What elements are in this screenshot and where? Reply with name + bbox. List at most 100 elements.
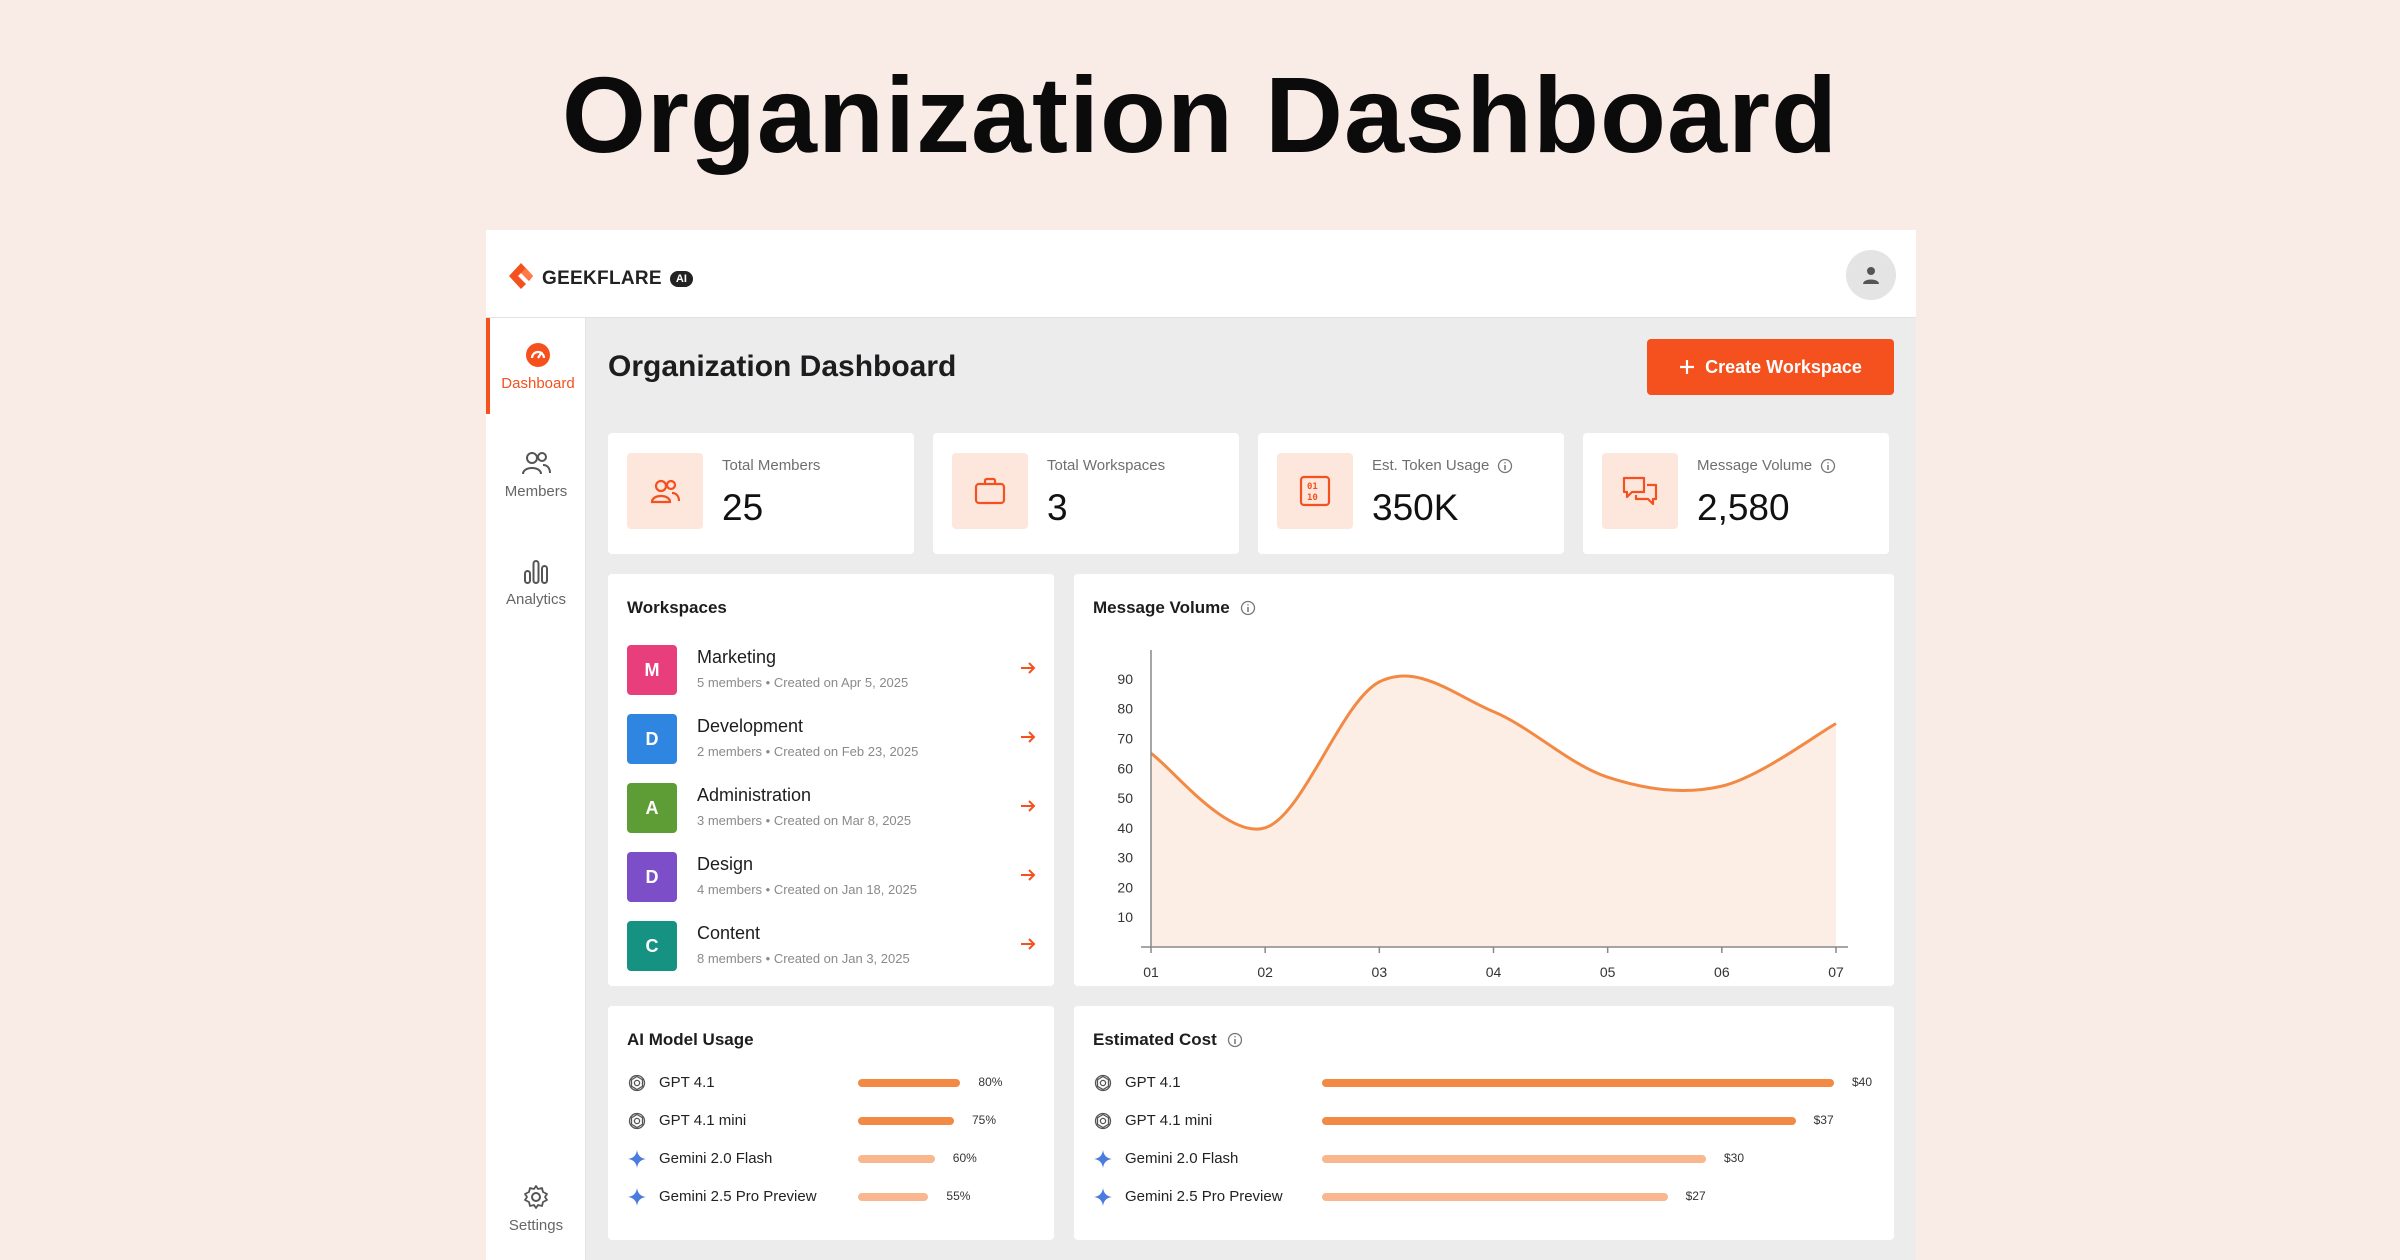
app-window: GEEKFLARE AI Dashboard [486, 230, 1916, 1260]
workspace-badge: D [627, 714, 677, 764]
x-tick-label: 04 [1486, 964, 1502, 980]
x-tick-label: 03 [1372, 964, 1388, 980]
info-icon[interactable] [1240, 600, 1256, 616]
workspace-badge: A [627, 783, 677, 833]
model-name: Gemini 2.5 Pro Preview [659, 1188, 817, 1205]
x-tick-label: 02 [1257, 964, 1273, 980]
workspace-item[interactable]: A Administration 3 members • Created on … [627, 783, 1037, 835]
stat-label: Message Volume [1697, 457, 1813, 474]
stat-card-members: Total Members 25 [608, 433, 914, 554]
workspace-name: Design [697, 854, 754, 874]
workspace-item[interactable]: D Design 4 members • Created on Jan 18, … [627, 852, 1037, 904]
workspace-badge: M [627, 645, 677, 695]
stat-value: 2,580 [1697, 487, 1790, 528]
openai-icon [628, 1112, 646, 1130]
user-avatar-button[interactable] [1846, 250, 1896, 300]
progress-bar [1322, 1079, 1834, 1087]
gemini-icon [628, 1188, 646, 1206]
panel-title: Estimated Cost [1093, 1030, 1217, 1049]
y-tick-label: 10 [1117, 909, 1133, 925]
workspace-members: 3 members [697, 813, 763, 828]
model-name: Gemini 2.0 Flash [659, 1150, 773, 1167]
y-tick-label: 50 [1117, 790, 1133, 806]
workspace-item[interactable]: D Development 2 members • Created on Feb… [627, 714, 1037, 766]
brand-badge: AI [669, 270, 693, 287]
sidebar-item-label: Analytics [505, 590, 567, 608]
sidebar-item-dashboard[interactable]: Dashboard [486, 318, 586, 414]
y-tick-label: 40 [1117, 820, 1133, 836]
usage-value: $40 [1852, 1075, 1873, 1089]
panel-title: AI Model Usage [627, 1030, 754, 1049]
info-icon[interactable] [1227, 1032, 1243, 1048]
usage-row: GPT 4.1 mini 75% [627, 1108, 1037, 1134]
brand-logo[interactable]: GEEKFLARE AI [506, 261, 693, 296]
model-name: GPT 4.1 [1125, 1074, 1181, 1091]
workspace-members: 2 members [697, 744, 763, 759]
workspace-members: 5 members [697, 675, 763, 690]
openai-icon [628, 1074, 646, 1092]
ai-model-usage-panel: AI Model Usage GPT 4.1 80% GPT 4.1 mini 75%… [608, 1006, 1054, 1240]
workspace-created: Created on Apr 5, 2025 [773, 675, 909, 690]
info-icon[interactable] [1497, 458, 1513, 474]
workspaces-panel: Workspaces M Marketing 5 members • Creat… [608, 574, 1054, 986]
progress-bar [1322, 1193, 1834, 1201]
arrow-right-icon[interactable] [1019, 659, 1037, 677]
gear-icon [524, 1184, 548, 1209]
arrow-right-icon[interactable] [1019, 797, 1037, 815]
gemini-icon [1094, 1188, 1112, 1206]
top-bar: GEEKFLARE AI [486, 230, 1916, 318]
x-tick-label: 05 [1600, 964, 1616, 980]
hero-title: Organization Dashboard [561, 54, 1839, 175]
progress-fill [1322, 1155, 1706, 1163]
arrow-right-icon[interactable] [1019, 866, 1037, 884]
x-tick-label: 01 [1143, 964, 1159, 980]
info-icon[interactable] [1820, 458, 1836, 474]
usage-row: Gemini 2.0 Flash 60% [627, 1146, 1037, 1172]
arrow-right-icon[interactable] [1019, 935, 1037, 953]
workspace-created: Created on Mar 8, 2025 [773, 813, 912, 828]
progress-fill [858, 1079, 961, 1087]
model-name: GPT 4.1 [659, 1074, 715, 1091]
openai-icon [1094, 1112, 1112, 1130]
usage-value: $27 [1685, 1189, 1706, 1203]
plus-icon [1680, 360, 1695, 374]
create-workspace-label: Create Workspace [1705, 356, 1862, 377]
progress-fill [1322, 1193, 1668, 1201]
model-name: Gemini 2.0 Flash [1125, 1150, 1239, 1167]
arrow-right-icon[interactable] [1019, 728, 1037, 746]
workspace-members: 4 members [697, 882, 763, 897]
usage-value: 60% [952, 1151, 977, 1165]
geekflare-logo-icon [506, 261, 536, 296]
workspace-created: Created on Jan 3, 2025 [773, 951, 910, 966]
y-tick-label: 30 [1117, 850, 1133, 866]
model-name: Gemini 2.5 Pro Preview [1125, 1188, 1283, 1205]
stat-label: Total Members [722, 457, 821, 474]
stat-label: Est. Token Usage [1372, 457, 1490, 474]
members-icon [522, 451, 551, 474]
workspace-item[interactable]: C Content 8 members • Created on Jan 3, … [627, 921, 1037, 973]
openai-icon [1094, 1074, 1112, 1092]
sidebar-item-members[interactable]: Members [486, 426, 586, 522]
progress-bar [858, 1193, 986, 1201]
dashboard-icon [526, 342, 550, 367]
x-tick-label: 06 [1714, 964, 1730, 980]
sidebar-item-analytics[interactable]: Analytics [486, 534, 586, 630]
create-workspace-button[interactable]: Create Workspace [1647, 339, 1894, 395]
y-tick-label: 60 [1117, 760, 1133, 776]
workspace-name: Content [697, 923, 761, 943]
usage-value: $30 [1724, 1151, 1745, 1165]
progress-fill [858, 1155, 935, 1163]
y-tick-label: 20 [1117, 879, 1133, 895]
model-name: GPT 4.1 mini [1125, 1112, 1213, 1129]
workspace-item[interactable]: M Marketing 5 members • Created on Apr 5… [627, 645, 1037, 697]
briefcase-icon [974, 477, 1006, 505]
usage-value: 55% [946, 1189, 971, 1203]
panel-title: Message Volume [1093, 598, 1230, 617]
usage-row: GPT 4.1 mini $37 [1093, 1108, 1873, 1134]
workspace-members: 8 members [697, 951, 763, 966]
sidebar-item-settings[interactable]: Settings [486, 1160, 586, 1256]
workspace-name: Marketing [697, 647, 777, 667]
sidebar-item-label: Dashboard [501, 374, 575, 392]
usage-value: 75% [972, 1113, 997, 1127]
svg-text:10: 10 [1307, 493, 1318, 503]
